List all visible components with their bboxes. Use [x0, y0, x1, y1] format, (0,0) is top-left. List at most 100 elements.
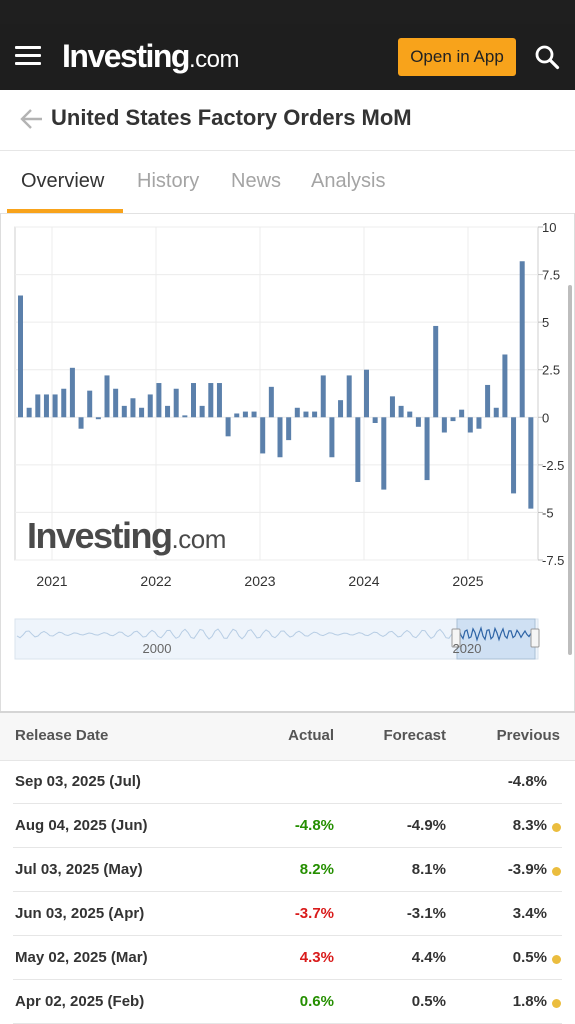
chart-bar[interactable] — [242, 411, 248, 418]
chart-bar[interactable] — [139, 407, 145, 418]
table-separator — [0, 711, 575, 713]
chart-bar[interactable] — [407, 411, 413, 418]
chart-bar[interactable] — [87, 390, 93, 418]
chart-bar[interactable] — [234, 413, 240, 418]
table-row[interactable]: Sep 03, 2025 (Jul) -4.8% — [0, 760, 575, 804]
chart-bar[interactable] — [286, 417, 292, 441]
revised-indicator-icon[interactable] — [552, 955, 561, 964]
chart-bar[interactable] — [381, 417, 387, 490]
chart-bar[interactable] — [511, 417, 517, 494]
chart-bar[interactable] — [519, 261, 525, 418]
factory-orders-bar-chart[interactable]: 2021 2022 2023 2024 2025 10 7.5 5 2.5 0 -2.5 -5 -7.5… — [1, 213, 575, 711]
navigator-selected-range[interactable] — [456, 618, 536, 660]
chart-bar[interactable] — [459, 409, 465, 418]
tab-history[interactable]: History — [137, 170, 200, 192]
search-icon[interactable] — [534, 44, 560, 70]
chart-bar[interactable] — [424, 417, 430, 481]
tab-news[interactable]: News — [231, 170, 282, 192]
chart-bar[interactable] — [78, 417, 84, 429]
chart-bar[interactable] — [268, 386, 274, 418]
chart-bar[interactable] — [485, 384, 491, 418]
chart-bar[interactable] — [191, 383, 196, 418]
chart-bar[interactable] — [113, 388, 119, 418]
navigator-left-handle[interactable] — [451, 628, 461, 648]
table-row[interactable]: Jul 03, 2025 (May) 8.2% 8.1% -3.9% — [0, 848, 575, 892]
chart-bar[interactable] — [277, 417, 283, 458]
chart-bar[interactable] — [467, 417, 473, 433]
table-row[interactable]: Apr 02, 2025 (Feb) 0.6% 0.5% 1.8% — [0, 980, 575, 1024]
chart-bar[interactable] — [52, 394, 58, 418]
release-date: Sep 03, 2025 (Jul) — [15, 773, 141, 790]
chart-bar[interactable] — [26, 407, 32, 418]
y-tick-label: 10 — [542, 220, 556, 235]
chart-bar[interactable] — [433, 325, 439, 418]
chart-bar[interactable] — [476, 417, 482, 429]
chart-bar[interactable] — [355, 417, 361, 482]
chart-bar[interactable] — [104, 375, 110, 418]
chart-bar[interactable] — [320, 375, 326, 418]
actual-value: 0.6% — [299, 993, 334, 1010]
chart-bar[interactable] — [338, 400, 344, 418]
chart-bar[interactable] — [398, 405, 404, 418]
chart-bar[interactable] — [18, 295, 23, 418]
chart-bar[interactable] — [173, 388, 179, 418]
chart-bar[interactable] — [147, 394, 153, 418]
chart-bar[interactable] — [312, 411, 318, 418]
chart-bar[interactable] — [346, 375, 352, 418]
revised-indicator-icon[interactable] — [552, 823, 561, 832]
chart-bar[interactable] — [493, 407, 499, 418]
table-row[interactable]: May 02, 2025 (Mar) 4.3% 4.4% 0.5% — [0, 936, 575, 980]
chart-bar[interactable] — [130, 398, 136, 418]
chart-bar[interactable] — [389, 396, 395, 418]
range-navigator[interactable] — [14, 618, 539, 660]
table-row[interactable]: Jun 03, 2025 (Apr) -3.7% -3.1% 3.4% — [0, 892, 575, 936]
chart-bar[interactable] — [329, 417, 335, 458]
chart-watermark-logo: Investing.com — [27, 515, 226, 556]
investing-logo[interactable]: Investing.com — [62, 38, 239, 74]
chart-bar[interactable] — [528, 417, 534, 509]
tab-analysis[interactable]: Analysis — [311, 170, 386, 192]
chart-bar[interactable] — [225, 417, 231, 437]
chart-bar[interactable] — [372, 417, 378, 423]
chart-bar[interactable] — [69, 367, 75, 418]
chart-bar[interactable] — [121, 405, 127, 418]
chart-bar[interactable] — [156, 383, 162, 418]
revised-indicator-icon[interactable] — [552, 999, 561, 1008]
chart-bar[interactable] — [415, 417, 421, 427]
menu-icon[interactable] — [15, 46, 41, 66]
navigator-label: 2000 — [143, 641, 172, 656]
chart-bar[interactable] — [165, 405, 171, 418]
top-navigation-bar: Investing.com Open in App — [0, 24, 575, 90]
chart-bar[interactable] — [61, 388, 67, 418]
chart-bar[interactable] — [450, 417, 456, 422]
chart-bar[interactable] — [294, 407, 300, 418]
header-forecast[interactable]: Forecast — [383, 727, 446, 744]
chart-bar[interactable] — [182, 415, 188, 418]
chart-bar[interactable] — [95, 417, 101, 420]
chart-bar[interactable] — [364, 369, 369, 418]
chart-bar[interactable] — [441, 417, 447, 433]
chart-bar[interactable] — [208, 383, 214, 418]
chart-bar[interactable] — [303, 411, 309, 418]
back-arrow-icon[interactable] — [19, 106, 45, 132]
row-divider — [13, 847, 562, 848]
revised-indicator-icon[interactable] — [552, 867, 561, 876]
chart-bar[interactable] — [502, 354, 508, 418]
header-actual[interactable]: Actual — [288, 727, 334, 744]
header-release-date[interactable]: Release Date — [15, 727, 109, 744]
chart-bar[interactable] — [43, 394, 49, 418]
y-tick-label: 5 — [542, 315, 549, 330]
chart-bar[interactable] — [260, 417, 266, 454]
table-row[interactable]: Aug 04, 2025 (Jun) -4.8% -4.9% 8.3% — [0, 804, 575, 848]
forecast-value: 8.1% — [411, 861, 446, 878]
chart-bar[interactable] — [35, 394, 41, 418]
navigator-right-handle[interactable] — [530, 628, 540, 648]
page-scrollbar[interactable] — [568, 285, 572, 655]
status-bar — [0, 0, 575, 24]
chart-bar[interactable] — [251, 411, 257, 418]
open-in-app-button[interactable]: Open in App — [398, 38, 516, 76]
chart-bar[interactable] — [199, 405, 205, 418]
tab-overview[interactable]: Overview — [21, 170, 105, 192]
header-previous[interactable]: Previous — [496, 727, 560, 744]
chart-bar[interactable] — [216, 383, 222, 418]
